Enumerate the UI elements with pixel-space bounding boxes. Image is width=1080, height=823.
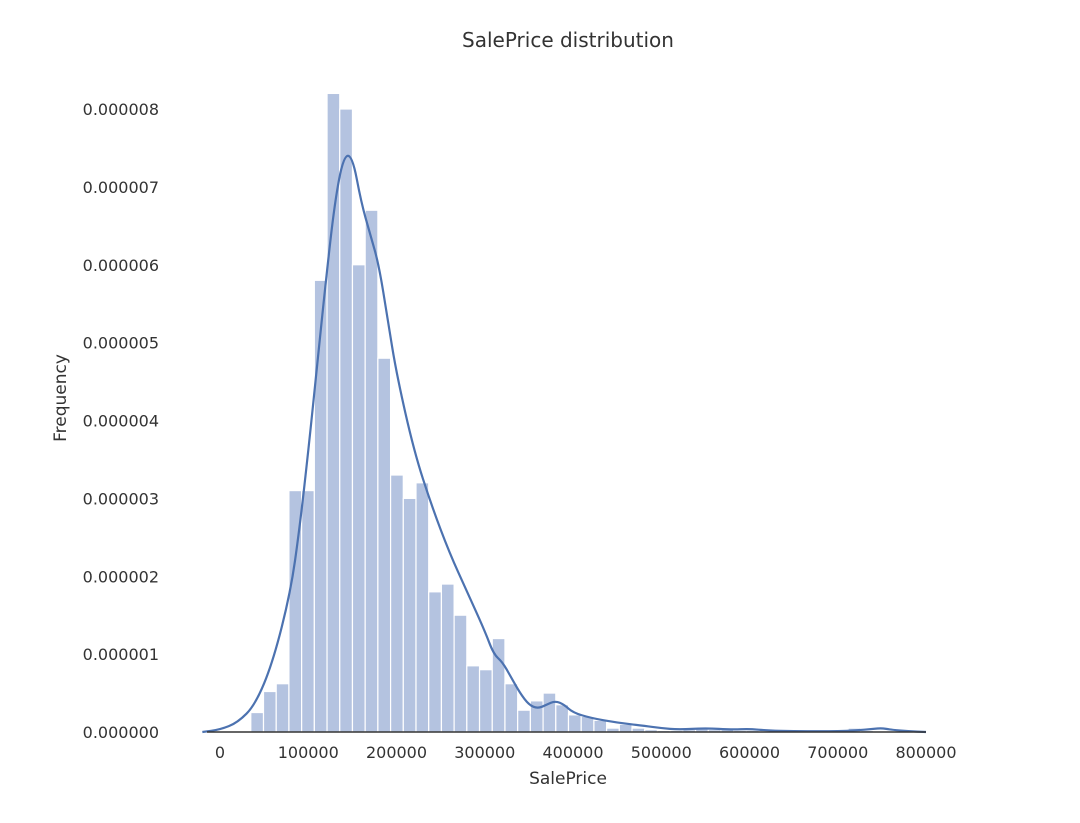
y-tick-label: 0.000006 [83,256,159,275]
histogram-bar [428,591,443,733]
histogram-bar [593,719,608,733]
y-tick-label: 0.000005 [83,334,159,353]
histogram-bars [250,92,900,733]
histogram-bar [313,279,328,733]
histogram-bar [364,209,379,733]
chart-title: SalePrice distribution [462,28,674,52]
x-tick-label: 100000 [278,743,339,762]
histogram-bar [389,474,404,733]
x-tick-label: 200000 [366,743,427,762]
histogram-bar [262,690,277,733]
histogram-bar [351,264,366,733]
histogram-bar [618,723,633,733]
histogram-bar [301,489,315,733]
histogram-bar [415,482,430,733]
x-axis-title: SalePrice [529,769,607,789]
histogram-bar [567,714,582,733]
x-tick-label: 400000 [542,743,603,762]
x-tick-label: 500000 [631,743,692,762]
x-axis-ticks: 0 100000 200000 300000 400000 500000 600000 700… [215,743,957,762]
kde-curve-layer [202,154,927,734]
y-axis-ticks: 0.000000 0.000001 0.000002 0.000003 0.000004… [83,100,159,742]
x-tick-label: 0 [215,743,225,762]
histogram-bar [466,665,481,733]
histogram-bar [478,669,493,733]
y-tick-label: 0.000008 [83,100,159,119]
x-tick-label: 600000 [719,743,780,762]
y-tick-label: 0.000002 [83,567,159,586]
histogram-bar [504,683,519,733]
histogram-bar [517,709,531,733]
histogram-bar [453,614,468,733]
x-tick-label: 700000 [807,743,868,762]
histogram-bar [250,711,265,733]
histogram-bar [402,497,417,733]
y-tick-label: 0.000004 [83,412,159,431]
histogram-bar [275,683,290,733]
y-tick-label: 0.000000 [83,723,159,742]
histogram-bar [542,692,557,733]
x-tick-label: 300000 [454,743,515,762]
y-tick-label: 0.000007 [83,178,159,197]
kde-line [202,154,927,734]
histogram-bar [555,704,570,733]
histogram-bar [440,583,455,733]
histogram-bar [339,108,354,733]
y-tick-label: 0.000003 [83,489,159,508]
histogram-bar [377,357,392,733]
y-axis-title: Frequency [51,354,71,442]
y-tick-label: 0.000001 [83,645,159,664]
x-tick-label: 800000 [895,743,956,762]
